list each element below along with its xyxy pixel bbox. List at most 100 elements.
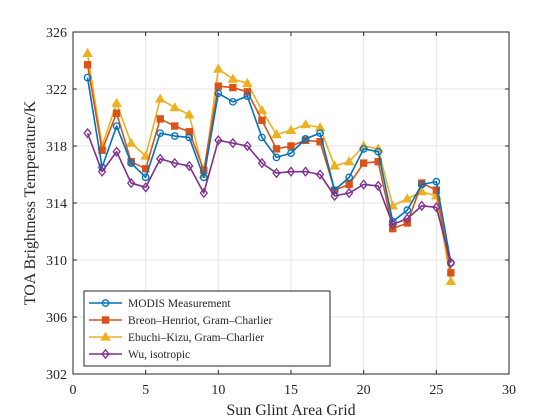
data-point (257, 157, 267, 169)
data-point (214, 135, 223, 146)
y-tick-label: 322 (46, 83, 67, 98)
legend-label: Breon–Henriot, Gram–Charlier (128, 315, 273, 327)
data-point (345, 180, 353, 189)
y-tick-label: 326 (46, 26, 67, 41)
legend-marker (101, 316, 110, 324)
y-tick-label: 314 (46, 197, 67, 212)
data-point (329, 160, 340, 170)
x-tick-label: 20 (357, 383, 371, 398)
data-point (169, 102, 181, 112)
data-point (199, 187, 208, 199)
data-point (127, 159, 135, 167)
x-tick-label: 0 (70, 383, 77, 398)
series-layer (82, 47, 457, 286)
data-point (432, 177, 441, 186)
data-point (112, 122, 121, 130)
series-modis-measurement (83, 73, 455, 267)
y-tick-label: 306 (46, 311, 67, 326)
data-point (185, 133, 194, 142)
data-point (446, 257, 456, 269)
data-point (403, 206, 412, 214)
data-point (287, 149, 295, 157)
series-line (86, 53, 452, 282)
x-axis-title: Sun Glint Area Grid (226, 402, 355, 419)
legend: MODIS Measurement Breon–Henriot, Gram–Cha… (83, 290, 331, 367)
data-point (388, 219, 397, 230)
data-point (156, 115, 164, 123)
series-line (86, 132, 452, 264)
data-point (287, 142, 295, 150)
data-point (344, 187, 354, 199)
data-point (359, 159, 368, 167)
data-point (258, 116, 266, 125)
data-point (271, 129, 282, 139)
data-point (243, 92, 252, 100)
data-point (170, 157, 179, 169)
data-point (345, 173, 353, 182)
data-point (243, 140, 252, 152)
data-point (272, 167, 281, 179)
data-point (83, 127, 92, 139)
data-point (242, 77, 253, 87)
data-point (156, 153, 165, 165)
data-point (111, 97, 122, 107)
data-point (82, 47, 93, 58)
data-point (374, 157, 382, 166)
data-point (432, 186, 441, 194)
data-point (97, 166, 107, 177)
x-tick-label: 10 (211, 383, 225, 398)
legend-marker (101, 299, 110, 307)
data-point (272, 145, 281, 153)
series-wu-isotropic (83, 127, 456, 269)
data-point (141, 173, 150, 182)
data-point (359, 179, 368, 190)
data-point (314, 122, 326, 132)
data-point (403, 213, 412, 224)
data-point (417, 200, 426, 212)
data-point (228, 137, 238, 149)
data-point (301, 135, 310, 143)
data-point (243, 88, 252, 96)
data-point (112, 109, 121, 117)
legend-marker (100, 331, 111, 341)
data-point (286, 166, 296, 177)
data-point (447, 269, 455, 277)
data-point (156, 129, 165, 138)
data-point (300, 119, 311, 129)
data-point (359, 145, 368, 153)
data-point (185, 128, 193, 136)
data-point (140, 150, 151, 160)
legend-label: MODIS Measurement (128, 298, 231, 310)
data-point (301, 166, 310, 177)
data-point (445, 275, 457, 286)
data-point (125, 137, 137, 147)
data-point (374, 147, 383, 156)
data-point (316, 129, 324, 138)
y-tick-label: 310 (46, 254, 67, 269)
data-point (229, 83, 237, 92)
x-tick-label: 15 (284, 383, 298, 398)
legend-marker (101, 348, 110, 360)
data-point (183, 109, 195, 119)
data-point (285, 124, 297, 134)
data-point (83, 73, 92, 82)
data-point (214, 89, 223, 98)
data-point (227, 73, 239, 83)
data-point (256, 104, 268, 115)
data-point (83, 61, 92, 69)
data-point (374, 180, 383, 192)
data-point (126, 177, 136, 189)
y-tick-label: 318 (46, 140, 67, 155)
legend-label: Ebuchi–Kizu, Gram–Charlier (128, 332, 264, 344)
data-point (213, 63, 224, 73)
series-line (86, 77, 452, 263)
x-tick-label: 25 (429, 383, 443, 398)
data-point (229, 97, 237, 106)
data-point (343, 156, 355, 166)
x-tick-label: 30 (502, 383, 516, 398)
data-point (171, 122, 179, 130)
data-point (315, 169, 325, 180)
data-point (272, 153, 281, 162)
data-point (112, 146, 121, 157)
